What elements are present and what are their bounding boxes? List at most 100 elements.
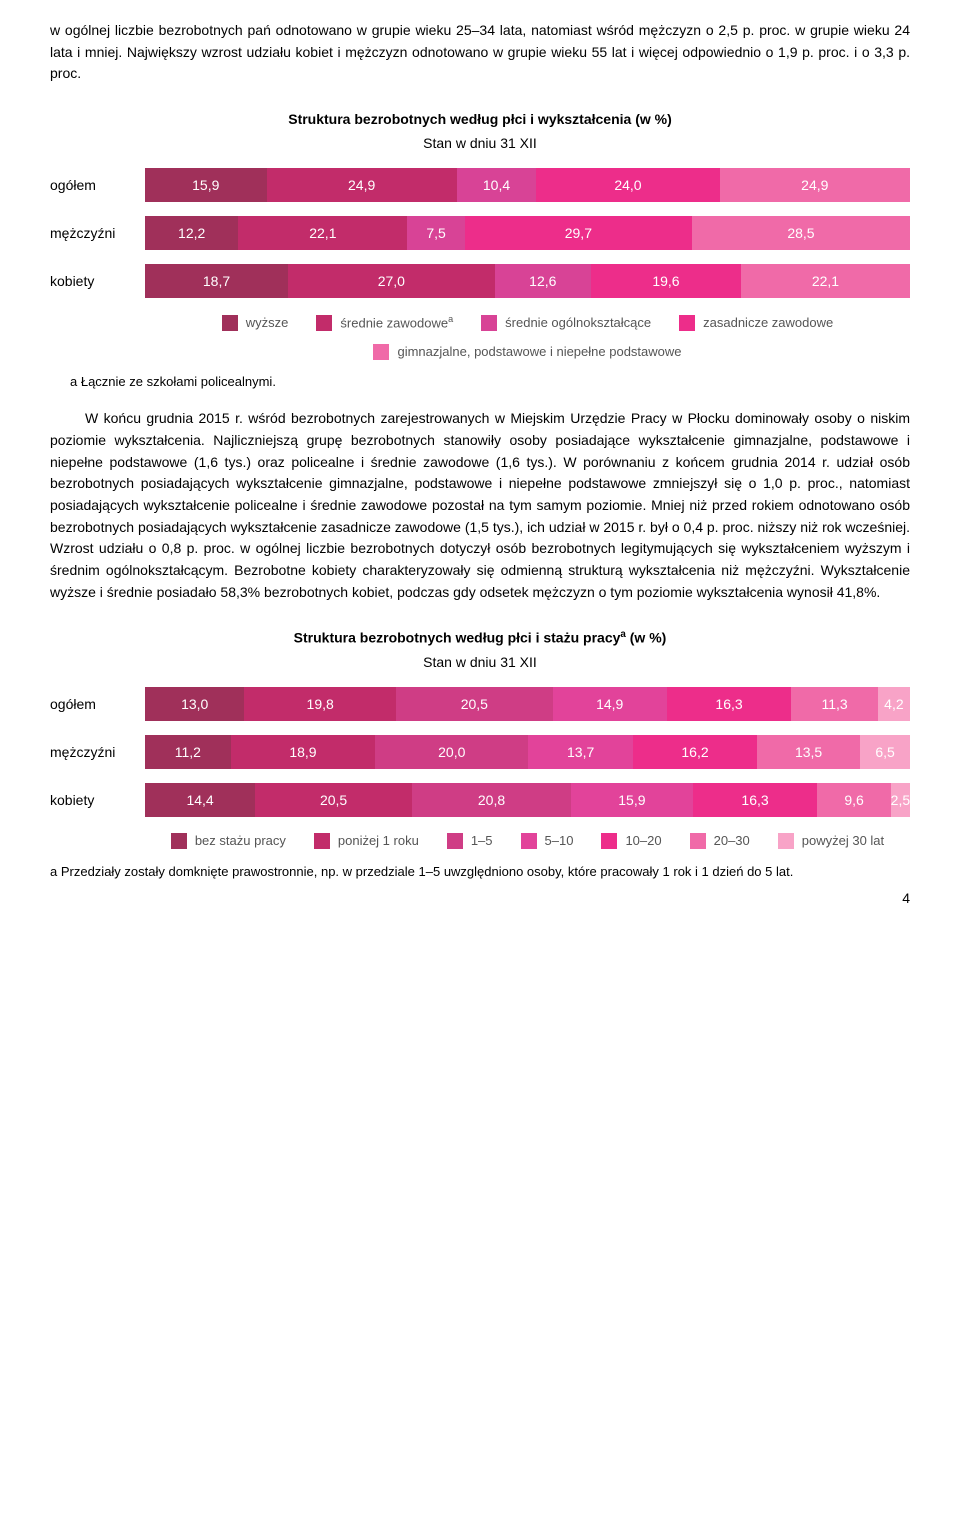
bar-segment: 12,2: [145, 216, 238, 250]
legend-item: gimnazjalne, podstawowe i niepełne podst…: [373, 342, 681, 362]
bar-segment: 13,7: [528, 735, 633, 769]
legend-swatch: [314, 833, 330, 849]
chart-row-label: mężczyźni: [50, 742, 145, 764]
legend-label: wyższe: [246, 313, 289, 333]
bar-segment: 20,8: [412, 783, 571, 817]
bar-segment: 16,3: [693, 783, 818, 817]
bar-segment: 6,5: [860, 735, 910, 769]
bar-segment: 10,4: [457, 168, 536, 202]
chart-row-label: kobiety: [50, 790, 145, 812]
chart1-stacked-bar: ogółem15,924,910,424,024,9mężczyźni12,22…: [50, 168, 910, 298]
legend-item: 20–30: [690, 831, 750, 851]
bar-segment: 14,9: [553, 687, 667, 721]
legend-swatch: [690, 833, 706, 849]
legend-item: poniżej 1 roku: [314, 831, 419, 851]
chart-bar: 18,727,012,619,622,1: [145, 264, 910, 298]
chart-row: ogółem13,019,820,514,916,311,34,2: [50, 687, 910, 721]
bar-segment: 22,1: [238, 216, 407, 250]
legend-item: powyżej 30 lat: [778, 831, 884, 851]
bar-segment: 24,0: [536, 168, 719, 202]
legend-item: bez stażu pracy: [171, 831, 286, 851]
bar-segment: 29,7: [465, 216, 692, 250]
bar-segment: 24,9: [267, 168, 457, 202]
chart1-title: Struktura bezrobotnych według płci i wyk…: [50, 109, 910, 131]
legend-swatch: [316, 315, 332, 331]
chart2-legend: bez stażu pracy poniżej 1 roku 1–5 5–10 10–2…: [145, 831, 910, 851]
legend-swatch: [679, 315, 695, 331]
bar-segment: 15,9: [145, 168, 267, 202]
legend-swatch: [171, 833, 187, 849]
bar-segment: 4,2: [878, 687, 910, 721]
bar-segment: 12,6: [495, 264, 591, 298]
chart-bar: 12,222,17,529,728,5: [145, 216, 910, 250]
chart1-subtitle: Stan w dniu 31 XII: [50, 133, 910, 155]
chart2-subtitle: Stan w dniu 31 XII: [50, 652, 910, 674]
bar-segment: 13,5: [757, 735, 860, 769]
legend-item: 1–5: [447, 831, 493, 851]
bar-segment: 13,0: [145, 687, 244, 721]
chart-row: mężczyźni11,218,920,013,716,213,56,5: [50, 735, 910, 769]
bar-segment: 19,6: [591, 264, 741, 298]
bar-segment: 18,9: [231, 735, 376, 769]
chart-row-label: ogółem: [50, 694, 145, 716]
chart-row: kobiety14,420,520,815,916,39,62,5: [50, 783, 910, 817]
legend-label: 5–10: [545, 831, 574, 851]
chart-row: kobiety18,727,012,619,622,1: [50, 264, 910, 298]
legend-swatch: [373, 344, 389, 360]
bar-segment: 20,0: [375, 735, 528, 769]
bar-segment: 11,2: [145, 735, 231, 769]
legend-swatch: [778, 833, 794, 849]
bar-segment: 27,0: [288, 264, 495, 298]
chart-row-label: mężczyźni: [50, 223, 145, 245]
bar-segment: 9,6: [817, 783, 890, 817]
chart-row-label: ogółem: [50, 175, 145, 197]
chart1-legend: wyższe średnie zawodowea średnie ogólnoksz…: [145, 312, 910, 362]
bar-segment: 20,5: [255, 783, 412, 817]
chart2-footnote: a Przedziały zostały domknięte prawostro…: [50, 862, 910, 882]
bar-segment: 20,5: [396, 687, 553, 721]
legend-label: bez stażu pracy: [195, 831, 286, 851]
legend-item: 10–20: [601, 831, 661, 851]
legend-label: powyżej 30 lat: [802, 831, 884, 851]
body-paragraph: W końcu grudnia 2015 r. wśród bezrobotny…: [50, 408, 910, 603]
legend-swatch: [481, 315, 497, 331]
chart1-footnote: a Łącznie ze szkołami policealnymi.: [70, 372, 910, 392]
legend-item: 5–10: [521, 831, 574, 851]
chart-bar: 14,420,520,815,916,39,62,5: [145, 783, 910, 817]
bar-segment: 19,8: [244, 687, 395, 721]
bar-segment: 28,5: [692, 216, 910, 250]
bar-segment: 7,5: [407, 216, 464, 250]
legend-item: średnie zawodowea: [316, 312, 453, 333]
chart-row-label: kobiety: [50, 271, 145, 293]
bar-segment: 16,2: [633, 735, 757, 769]
legend-swatch: [222, 315, 238, 331]
legend-item: średnie ogólnokształcące: [481, 312, 651, 333]
chart-bar: 15,924,910,424,024,9: [145, 168, 910, 202]
legend-label: 1–5: [471, 831, 493, 851]
bar-segment: 15,9: [571, 783, 693, 817]
legend-swatch: [521, 833, 537, 849]
bar-segment: 18,7: [145, 264, 288, 298]
legend-label: średnie zawodowea: [340, 312, 453, 333]
legend-label: średnie ogólnokształcące: [505, 313, 651, 333]
page-number: 4: [50, 888, 910, 910]
legend-label: zasadnicze zawodowe: [703, 313, 833, 333]
bar-segment: 11,3: [791, 687, 877, 721]
chart-bar: 13,019,820,514,916,311,34,2: [145, 687, 910, 721]
chart-bar: 11,218,920,013,716,213,56,5: [145, 735, 910, 769]
bar-segment: 22,1: [741, 264, 910, 298]
bar-segment: 24,9: [720, 168, 910, 202]
legend-label: 10–20: [625, 831, 661, 851]
bar-segment: 14,4: [145, 783, 255, 817]
legend-label: 20–30: [714, 831, 750, 851]
chart2-title: Struktura bezrobotnych według płci i sta…: [50, 627, 910, 649]
legend-label: poniżej 1 roku: [338, 831, 419, 851]
bar-segment: 2,5: [891, 783, 910, 817]
chart2-stacked-bar: ogółem13,019,820,514,916,311,34,2mężczyź…: [50, 687, 910, 817]
legend-label: gimnazjalne, podstawowe i niepełne podst…: [397, 342, 681, 362]
legend-item: zasadnicze zawodowe: [679, 312, 833, 333]
legend-item: wyższe: [222, 312, 289, 333]
chart-row: mężczyźni12,222,17,529,728,5: [50, 216, 910, 250]
intro-paragraph: w ogólnej liczbie bezrobotnych pań odnot…: [50, 20, 910, 85]
legend-swatch: [447, 833, 463, 849]
